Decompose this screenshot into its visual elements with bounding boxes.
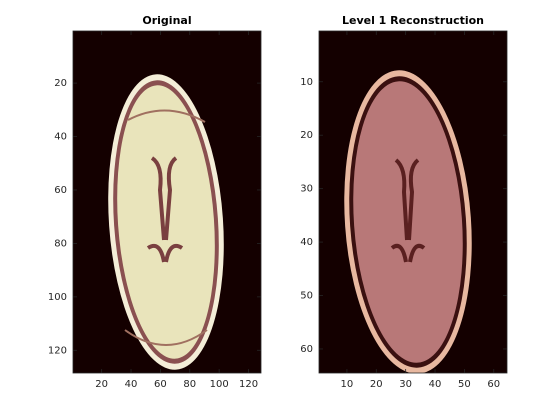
y-tick-label: 10 <box>300 77 313 88</box>
y-tick-label: 80 <box>54 238 67 249</box>
image-original <box>73 31 261 373</box>
y-tick-label: 20 <box>300 130 313 141</box>
y-tick-label: 20 <box>54 78 67 89</box>
x-tick-label: 40 <box>429 379 442 390</box>
x-tick-label: 60 <box>487 379 500 390</box>
y-tick-label: 40 <box>300 237 313 248</box>
y-tick-label: 100 <box>48 292 67 303</box>
x-tick-label: 10 <box>341 379 354 390</box>
x-tick-label: 20 <box>370 379 383 390</box>
x-tick-label: 60 <box>154 379 167 390</box>
x-tick-label: 50 <box>458 379 471 390</box>
x-tick-label: 80 <box>183 379 196 390</box>
axes-box <box>318 30 508 374</box>
chart-title: Original <box>142 14 191 27</box>
axes-box <box>72 30 262 374</box>
y-tick-label: 120 <box>48 345 67 356</box>
y-tick-label: 30 <box>300 184 313 195</box>
x-tick-label: 30 <box>399 379 412 390</box>
chart-title: Level 1 Reconstruction <box>342 14 484 27</box>
y-tick-label: 60 <box>300 344 313 355</box>
x-tick-label: 120 <box>239 379 258 390</box>
x-tick-label: 20 <box>95 379 108 390</box>
y-tick-label: 60 <box>54 185 67 196</box>
y-tick-label: 50 <box>300 291 313 302</box>
y-tick-label: 40 <box>54 132 67 143</box>
image-reconstruction <box>319 31 507 373</box>
x-tick-label: 100 <box>210 379 229 390</box>
x-tick-label: 40 <box>125 379 138 390</box>
